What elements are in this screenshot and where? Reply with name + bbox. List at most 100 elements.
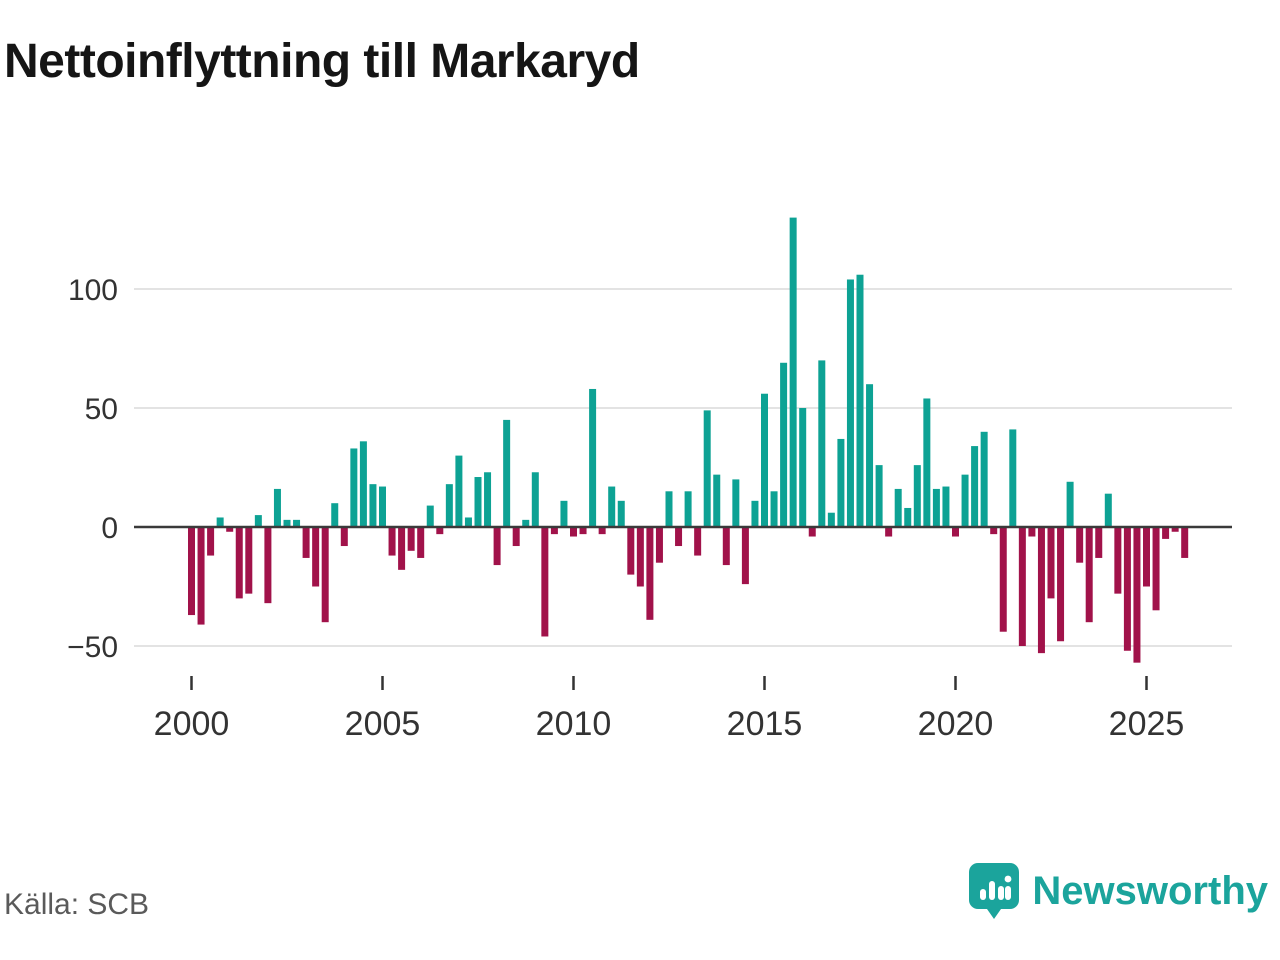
- bar: [1047, 527, 1055, 599]
- bar: [235, 527, 243, 599]
- bar: [665, 491, 673, 527]
- bar: [474, 477, 482, 527]
- bar: [369, 484, 377, 527]
- bar: [617, 500, 625, 527]
- bar: [197, 527, 205, 625]
- bar: [1037, 527, 1045, 654]
- x-axis-label: 2025: [1109, 705, 1185, 743]
- bar: [188, 527, 195, 616]
- bar: [245, 527, 253, 594]
- bar: [321, 527, 329, 623]
- bar: [331, 503, 339, 527]
- bar: [436, 527, 444, 535]
- bar: [407, 527, 415, 551]
- bar: [207, 527, 215, 556]
- bar: [799, 408, 807, 527]
- bar: [875, 465, 883, 527]
- bar: [675, 527, 683, 547]
- bar: [293, 519, 301, 527]
- y-axis-label: 100: [68, 274, 118, 307]
- bar: [636, 527, 644, 587]
- bar: [856, 274, 864, 527]
- bar: [1085, 527, 1093, 623]
- bar: [741, 527, 749, 585]
- bar: [942, 486, 950, 527]
- bar: [789, 217, 797, 527]
- bar: [359, 441, 367, 527]
- bar: [455, 455, 463, 527]
- bar: [1095, 527, 1103, 558]
- bar: [512, 527, 520, 547]
- bar: [751, 500, 759, 527]
- bar: [264, 527, 272, 604]
- bar: [1028, 527, 1036, 537]
- bar: [923, 398, 931, 527]
- bar: [550, 527, 558, 535]
- bar: [484, 472, 492, 527]
- bar: [283, 519, 291, 527]
- bar: [655, 527, 663, 563]
- bar: [417, 527, 425, 558]
- bar: [1018, 527, 1026, 646]
- bar: [913, 465, 921, 527]
- bar: [646, 527, 654, 620]
- bar: [866, 384, 874, 527]
- bar: [1057, 527, 1065, 642]
- bar: [340, 527, 348, 547]
- x-axis-label: 2020: [918, 705, 994, 743]
- bar: [493, 527, 501, 566]
- bar: [426, 505, 434, 527]
- chart-title: Nettoinflyttning till Markaryd: [4, 35, 640, 88]
- bar: [722, 527, 730, 566]
- bar: [694, 527, 702, 556]
- bar: [818, 360, 826, 527]
- bar: [273, 488, 281, 527]
- bar: [445, 484, 453, 527]
- bar: [770, 491, 778, 527]
- bar: [932, 488, 940, 527]
- bar: [503, 419, 511, 527]
- bar: [1152, 527, 1160, 611]
- bar: [598, 527, 606, 535]
- bar: [589, 388, 597, 527]
- bar-chart-svg: −50 0 50 100 2000 2005 2010 2015 2020 2025: [67, 217, 1232, 743]
- bar: [350, 448, 358, 527]
- bar: [522, 519, 530, 527]
- bar: [827, 512, 835, 527]
- bar: [1066, 481, 1074, 527]
- x-axis-label: 2015: [727, 705, 803, 743]
- bar: [1162, 527, 1170, 539]
- bar: [961, 474, 969, 527]
- bar: [627, 527, 635, 575]
- bar: [388, 527, 396, 556]
- bar: [780, 362, 788, 527]
- bar: [1114, 527, 1122, 594]
- bar: [999, 527, 1007, 632]
- bar: [560, 500, 568, 527]
- bar: [1143, 527, 1150, 587]
- newsworthy-logo: Newsworthy: [968, 862, 1268, 920]
- bar: [226, 527, 234, 532]
- bar: [894, 488, 902, 527]
- y-axis-label: −50: [67, 631, 118, 664]
- bar: [808, 527, 816, 537]
- bar: [1104, 493, 1112, 527]
- bar: [990, 527, 998, 535]
- bar: [570, 527, 577, 537]
- bar: [703, 410, 711, 527]
- x-axis-label: 2000: [154, 705, 230, 743]
- bar: [216, 517, 224, 527]
- bar: [885, 527, 893, 537]
- x-axis-label: 2010: [536, 705, 612, 743]
- bar: [980, 431, 988, 527]
- bar: [541, 527, 549, 637]
- bar: [1076, 527, 1084, 563]
- bar: [761, 393, 768, 527]
- source-label: Källa: SCB: [4, 888, 150, 921]
- bar: [684, 491, 692, 527]
- bar: [531, 472, 539, 527]
- bar: [608, 486, 616, 527]
- bar: [302, 527, 310, 558]
- bar: [1123, 527, 1131, 651]
